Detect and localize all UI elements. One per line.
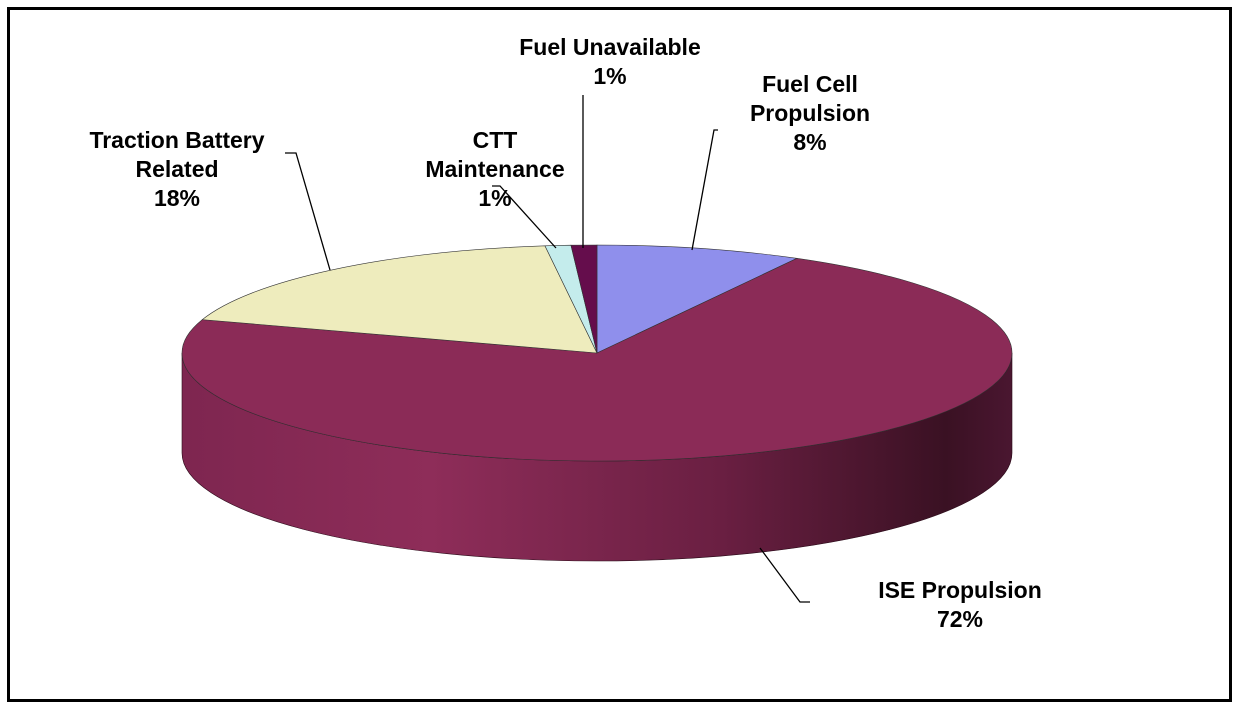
slice-label: ISE Propulsion 72% bbox=[860, 576, 1060, 634]
value-label: 8% bbox=[793, 129, 827, 155]
slice bbox=[181, 258, 1013, 462]
slice bbox=[596, 244, 798, 354]
leader-line bbox=[285, 152, 331, 271]
slice-label: Traction Battery Related 18% bbox=[62, 126, 292, 213]
chart-frame bbox=[7, 7, 1232, 702]
leader-line bbox=[492, 185, 557, 249]
leader-line bbox=[759, 547, 810, 603]
slice bbox=[201, 245, 598, 354]
category-label: Traction Battery Related bbox=[89, 127, 265, 182]
value-label: 1% bbox=[478, 185, 512, 211]
value-label: 72% bbox=[936, 606, 984, 632]
value-label: 1% bbox=[593, 63, 627, 89]
slice bbox=[570, 244, 598, 354]
leader-line bbox=[691, 129, 718, 251]
slice-label: Fuel Cell Propulsion 8% bbox=[735, 70, 885, 157]
category-label: Fuel Cell Propulsion bbox=[749, 71, 871, 126]
value-label: 18% bbox=[153, 185, 201, 211]
category-label: ISE Propulsion bbox=[878, 577, 1042, 603]
slice-label: Fuel Unavailable 1% bbox=[470, 33, 750, 91]
category-label: CTT Maintenance bbox=[425, 127, 565, 182]
slice-label: CTT Maintenance 1% bbox=[425, 126, 565, 213]
category-label: Fuel Unavailable bbox=[519, 34, 701, 60]
